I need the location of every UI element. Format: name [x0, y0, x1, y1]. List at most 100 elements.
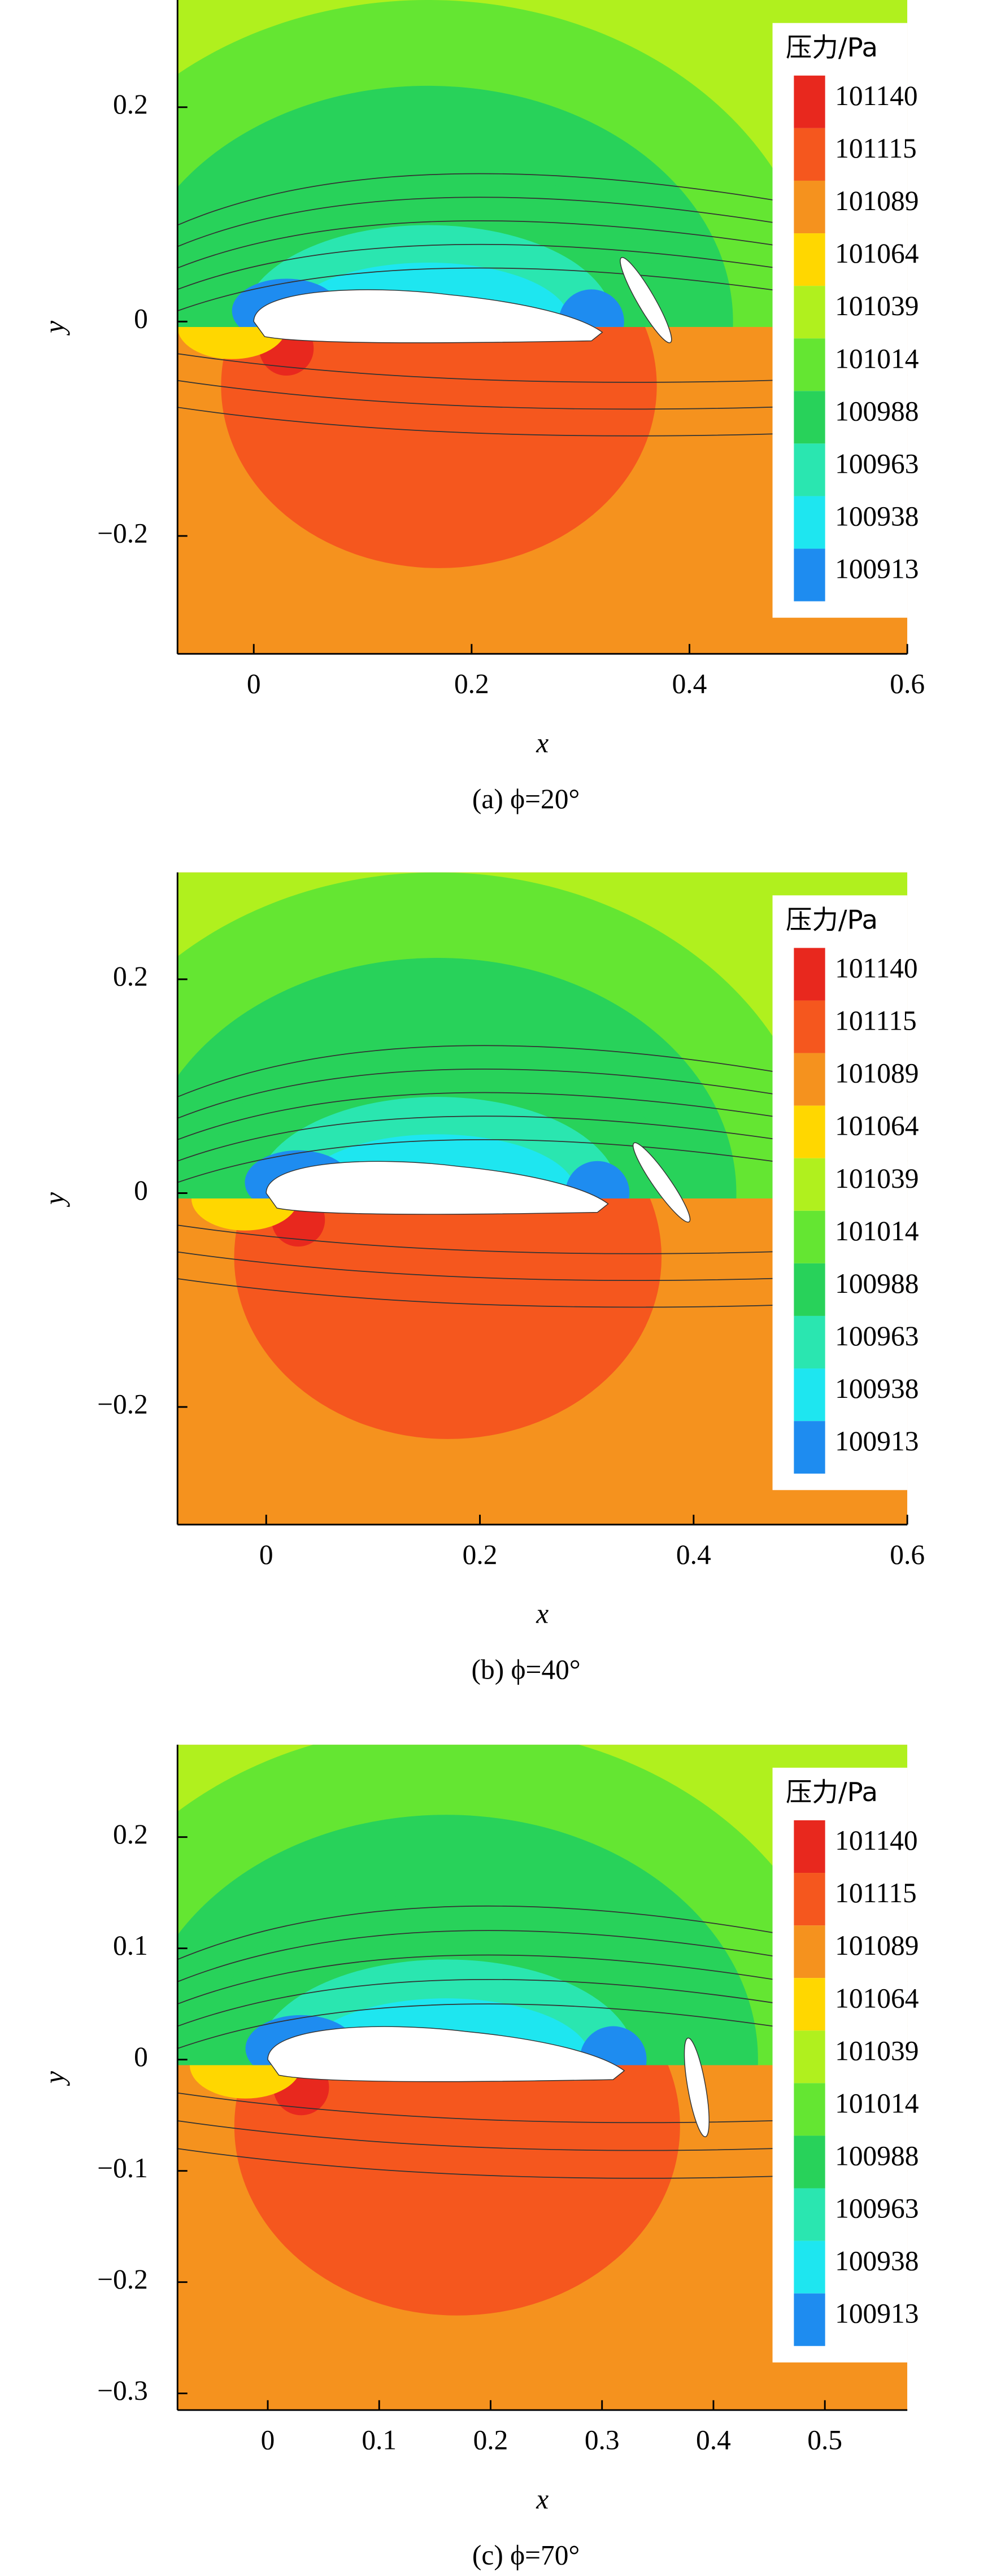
panel: 0 0.2 0.4 0.6 −0.2 0 0.2 x y (a) ϕ=20° 压力/Pa 101140… [39, 0, 925, 814]
panel: 0 0.2 0.4 0.6 −0.2 0 0.2 x y (b) ϕ=40° 压力/Pa 101140… [39, 872, 925, 1685]
legend-title: 压力/Pa [786, 1777, 878, 1807]
legend-label: 100938 [835, 2246, 919, 2277]
legend-swatch [794, 1820, 825, 1873]
streamline [177, 1954, 908, 2005]
x-tick-label: 0.4 [696, 2425, 731, 2456]
legend-label: 100938 [835, 1373, 919, 1404]
legend-label: 100988 [835, 1268, 919, 1299]
y-axis-label: y [39, 1192, 70, 1208]
legend-label: 100963 [835, 1320, 919, 1352]
x-axis-label: x [536, 2483, 549, 2514]
legend-swatch [794, 338, 825, 391]
streamline [177, 220, 908, 269]
legend-label: 101089 [835, 1058, 919, 1089]
legend-label: 101089 [835, 185, 919, 216]
x-tick-label: 0.2 [463, 1539, 498, 1570]
caption: (a) ϕ=20° [472, 783, 580, 814]
y-tick-label: 0 [134, 303, 148, 334]
x-tick-label: 0.5 [807, 2425, 842, 2456]
streamline [177, 267, 908, 312]
y-tick-label: −0.1 [97, 2152, 148, 2183]
flap [633, 1142, 691, 1223]
legend-swatch [794, 233, 825, 286]
streamline [177, 1139, 908, 1183]
legend-label: 100913 [835, 1426, 919, 1457]
airfoil [253, 289, 603, 343]
legend-label: 101115 [835, 1005, 917, 1036]
y-tick-label: 0.2 [113, 89, 148, 120]
legend-swatch [794, 1978, 825, 2031]
legend-swatch [794, 2135, 825, 2189]
legend-swatch [794, 1925, 825, 1978]
legend-swatch [794, 1368, 825, 1422]
legend-label: 101115 [835, 133, 917, 164]
legend-swatch [794, 180, 825, 234]
y-axis-label: y [39, 2071, 70, 2086]
y-tick-label: 0.2 [113, 961, 148, 992]
y-tick-label: −0.3 [97, 2375, 148, 2406]
field-region [580, 2026, 647, 2065]
legend-swatch [794, 1210, 825, 1263]
legend-swatch [794, 1421, 825, 1474]
legend-label: 100913 [835, 553, 919, 585]
legend-swatch [794, 548, 825, 601]
y-tick-label: −0.2 [97, 1388, 148, 1419]
x-axis-label: x [536, 1598, 549, 1629]
legend-label: 101140 [835, 952, 918, 983]
panel: 0 0.1 0.2 0.3 0.4 0.5 −0.3 −0.2 −0.1 0 0.1 0.2 x y (c)… [39, 1745, 919, 2570]
legend-label: 101014 [835, 343, 919, 374]
legend-swatch [794, 443, 825, 496]
flap [620, 257, 672, 343]
legend-label: 100913 [835, 2298, 919, 2329]
upper-field [177, 1745, 908, 2065]
airfoil [266, 1161, 609, 1215]
legend-swatch [794, 2083, 825, 2136]
legend-label: 101089 [835, 1930, 919, 1961]
streamline [177, 1905, 908, 1960]
streamline [177, 1092, 908, 1140]
legend-swatch [794, 1105, 825, 1158]
legend-swatch [794, 2030, 825, 2084]
legend-swatch [794, 1873, 825, 1926]
x-tick-label: 0.6 [890, 1539, 925, 1570]
legend-label: 101039 [835, 1163, 919, 1194]
streamline [177, 1069, 908, 1119]
x-tick-label: 0.4 [672, 668, 707, 699]
legend-label: 101039 [835, 290, 919, 321]
legend: 压力/Pa 101140 101115 101089 101064 101039 10101… [772, 1767, 919, 2363]
legend-swatch [794, 75, 825, 128]
flap [684, 2037, 710, 2138]
legend-swatch [794, 1053, 825, 1106]
legend-swatch [794, 286, 825, 339]
streamline [177, 197, 908, 247]
legend-swatch [794, 496, 825, 549]
x-axis-label: x [536, 727, 549, 759]
x-tick-label: 0.1 [362, 2425, 397, 2456]
legend-label: 100963 [835, 448, 919, 479]
x-tick-label: 0.4 [676, 1539, 711, 1570]
legend-label: 100963 [835, 2193, 919, 2224]
legend-label: 100988 [835, 395, 919, 426]
legend: 压力/Pa 101140 101115 101089 101064 101039 10101… [772, 895, 919, 1490]
legend-label: 101014 [835, 2087, 919, 2119]
legend-label: 101064 [835, 1982, 919, 2013]
y-tick-label: 0.2 [113, 1819, 148, 1850]
legend-label: 101064 [835, 238, 919, 269]
legend: 压力/Pa 101140 101115 101089 101064 101039 10101… [772, 23, 919, 618]
streamline [177, 1045, 908, 1097]
field-region [559, 289, 624, 327]
y-tick-label: 0.1 [113, 1930, 148, 1961]
streamline [177, 2003, 908, 2049]
y-tick-label: −0.2 [97, 2264, 148, 2295]
legend-label: 101039 [835, 2035, 919, 2066]
legend-title: 压力/Pa [786, 904, 878, 935]
x-tick-label: 0 [259, 1539, 273, 1570]
legend-swatch [794, 128, 825, 181]
x-tick-label: 0.6 [890, 668, 925, 699]
x-tick-label: 0.2 [473, 2425, 508, 2456]
field-region [565, 1161, 630, 1198]
legend-label: 101064 [835, 1110, 919, 1141]
legend-swatch [794, 1315, 825, 1369]
legend-swatch [794, 2188, 825, 2241]
